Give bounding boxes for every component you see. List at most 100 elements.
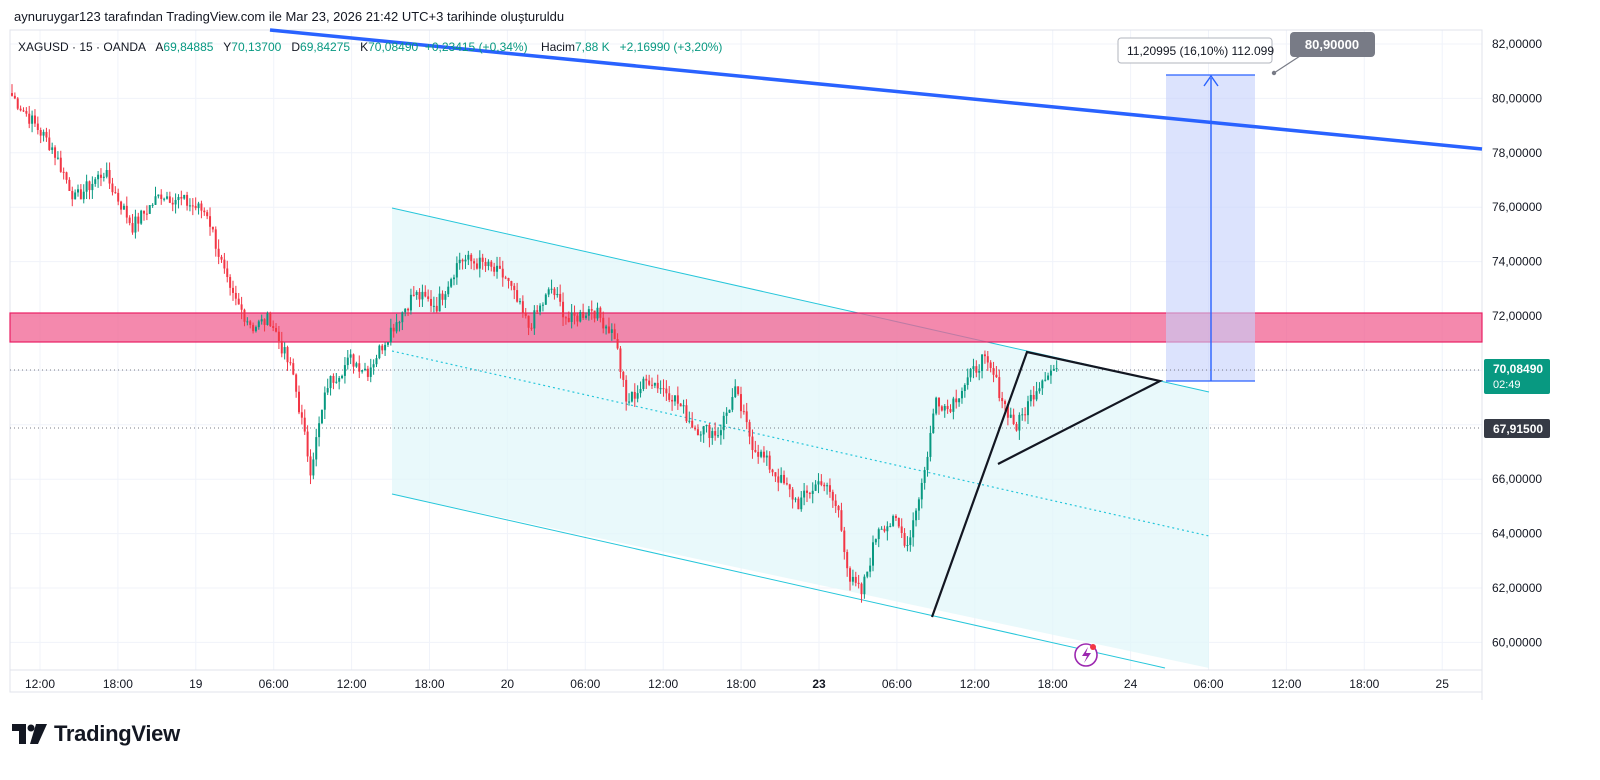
time-tick-label: 18:00 bbox=[726, 677, 756, 691]
candle-body bbox=[51, 147, 54, 150]
time-axis[interactable]: 12:00 18:00 19 06:00 12:00 18:00 20 06:00 12:00 1… bbox=[25, 677, 1449, 691]
candle-body bbox=[384, 344, 387, 351]
candle-body bbox=[857, 582, 860, 584]
candle-body bbox=[940, 406, 943, 411]
candle-body bbox=[99, 174, 102, 178]
candle-body bbox=[630, 391, 633, 402]
candle-body bbox=[696, 429, 699, 436]
candle-body bbox=[432, 305, 435, 307]
symbol-name[interactable]: XAGUSD · 15 · OANDA bbox=[18, 40, 147, 54]
candle-body bbox=[642, 378, 645, 389]
candle-body bbox=[131, 223, 134, 233]
candle-body bbox=[803, 490, 806, 498]
candle-body bbox=[427, 296, 430, 299]
candle-body bbox=[369, 367, 372, 377]
resistance-zone[interactable] bbox=[9, 312, 1483, 343]
candle-body bbox=[292, 363, 295, 375]
candle-body bbox=[791, 489, 794, 500]
candle-body bbox=[490, 261, 493, 267]
candle-body bbox=[1012, 414, 1015, 425]
candle-body bbox=[386, 342, 389, 345]
candle-body bbox=[518, 301, 521, 303]
candle-body bbox=[530, 327, 533, 329]
candle-body bbox=[188, 205, 191, 207]
price-axis[interactable]: 82,00000 80,00000 78,00000 76,00000 74,00000… bbox=[1492, 37, 1542, 649]
candle-body bbox=[513, 285, 516, 291]
candle-body bbox=[648, 380, 651, 385]
volume-change: +2,16990 (+3,20%) bbox=[619, 40, 723, 54]
candle-body bbox=[418, 292, 421, 300]
candle-body bbox=[487, 261, 490, 267]
candle-body bbox=[358, 363, 361, 372]
candle-body bbox=[214, 229, 217, 249]
candle-body bbox=[323, 392, 326, 410]
candle-body bbox=[444, 294, 447, 300]
candle-body bbox=[978, 371, 981, 373]
candle-body bbox=[814, 484, 817, 491]
candle-body bbox=[906, 545, 909, 547]
candle-body bbox=[68, 179, 71, 191]
candle-body bbox=[837, 505, 840, 511]
candle-body bbox=[524, 312, 527, 316]
candles[interactable] bbox=[11, 84, 1058, 603]
candle-body bbox=[711, 431, 714, 438]
candle-body bbox=[320, 409, 323, 424]
candle-body bbox=[553, 288, 556, 296]
candle-body bbox=[303, 417, 306, 432]
candle-body bbox=[389, 327, 392, 343]
candle-body bbox=[1018, 414, 1021, 431]
lightning-icon[interactable] bbox=[1074, 643, 1098, 667]
candle-body bbox=[461, 259, 464, 262]
candle-body bbox=[134, 216, 137, 233]
long-trendline[interactable] bbox=[269, 28, 1483, 151]
candle-body bbox=[309, 456, 312, 476]
candle-body bbox=[949, 409, 952, 412]
candle-body bbox=[33, 115, 36, 124]
candle-body bbox=[349, 354, 352, 358]
candle-body bbox=[392, 327, 395, 332]
candle-body bbox=[36, 123, 39, 130]
candle-body bbox=[352, 354, 355, 367]
candle-body bbox=[783, 474, 786, 484]
candle-body bbox=[346, 357, 349, 366]
candle-body bbox=[673, 395, 676, 402]
time-tick-label: 06:00 bbox=[259, 677, 289, 691]
candle-body bbox=[452, 277, 455, 280]
candle-body bbox=[708, 424, 711, 438]
candle-body bbox=[946, 405, 949, 410]
candle-body bbox=[935, 397, 938, 414]
triangle-pattern[interactable] bbox=[930, 350, 1164, 618]
candle-body bbox=[605, 326, 608, 329]
candle-body bbox=[160, 194, 163, 200]
high-label: Y bbox=[223, 40, 232, 54]
candle-body bbox=[409, 294, 412, 311]
candle-body bbox=[536, 310, 539, 312]
tradingview-logo[interactable]: TradingView bbox=[12, 721, 180, 747]
candle-body bbox=[220, 256, 223, 260]
chart-caption: aynuruygar123 tarafından TradingView.com… bbox=[14, 9, 565, 24]
candle-body bbox=[983, 354, 986, 357]
candle-body bbox=[679, 403, 682, 407]
candle-body bbox=[981, 354, 984, 372]
candle-body bbox=[249, 321, 252, 325]
candle-body bbox=[846, 552, 849, 569]
candle-body bbox=[151, 204, 154, 206]
candle-body bbox=[226, 268, 229, 278]
candle-body bbox=[237, 298, 240, 305]
candle-body bbox=[464, 259, 467, 262]
candle-body bbox=[42, 131, 45, 136]
candle-body bbox=[903, 532, 906, 546]
candle-body bbox=[728, 409, 731, 413]
reference-price-value: 67,91500 bbox=[1493, 422, 1543, 436]
channel-lower-line[interactable] bbox=[391, 493, 1166, 669]
candle-body bbox=[938, 397, 941, 407]
candle-body bbox=[286, 347, 289, 363]
candle-body bbox=[771, 469, 774, 473]
candle-body bbox=[206, 212, 209, 217]
price-tick-label: 72,00000 bbox=[1492, 309, 1542, 323]
candle-body bbox=[777, 476, 780, 483]
candle-body bbox=[438, 293, 441, 312]
candle-body bbox=[447, 286, 450, 295]
candle-body bbox=[252, 324, 255, 332]
